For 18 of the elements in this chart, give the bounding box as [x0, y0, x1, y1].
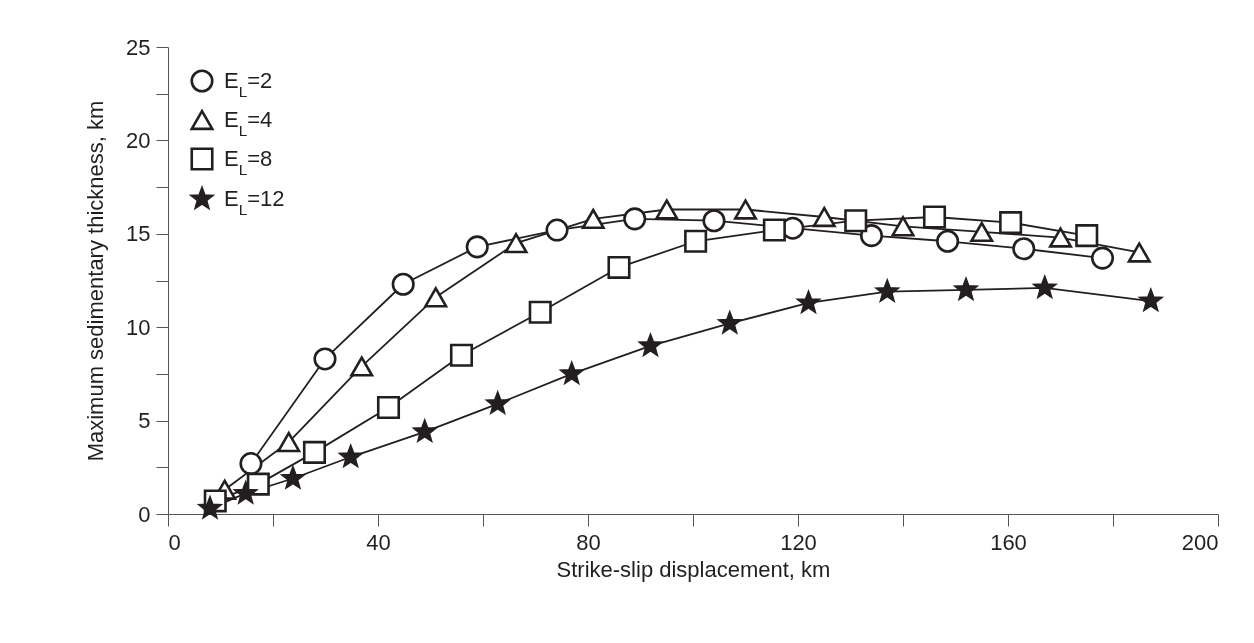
y-tick-label: 25: [126, 34, 151, 60]
y-tick-label: 10: [126, 314, 151, 340]
legend-label: E$_{L}$=12: [224, 186, 285, 218]
x-tick-label: 0: [168, 529, 181, 555]
legend-label: E$_{L}$=2: [224, 68, 273, 100]
x-tick-label: 40: [366, 529, 391, 555]
y-axis-title: Maximum sedimentary thickness, km: [83, 100, 109, 462]
legend-label: E$_{L}$=8: [224, 146, 273, 178]
x-tick-label: 120: [780, 529, 817, 555]
legend-label: E$_{L}$=4: [224, 107, 273, 139]
y-tick-label: 5: [138, 408, 151, 434]
y-tick-label: 0: [138, 501, 151, 527]
x-tick-label: 200: [1181, 529, 1219, 555]
x-tick-label: 160: [990, 529, 1027, 555]
y-tick-label: 15: [126, 221, 151, 247]
x-tick-label: 80: [576, 529, 601, 555]
y-tick-label: 20: [126, 127, 151, 153]
x-axis-title: Strike-slip displacement, km: [556, 556, 831, 582]
